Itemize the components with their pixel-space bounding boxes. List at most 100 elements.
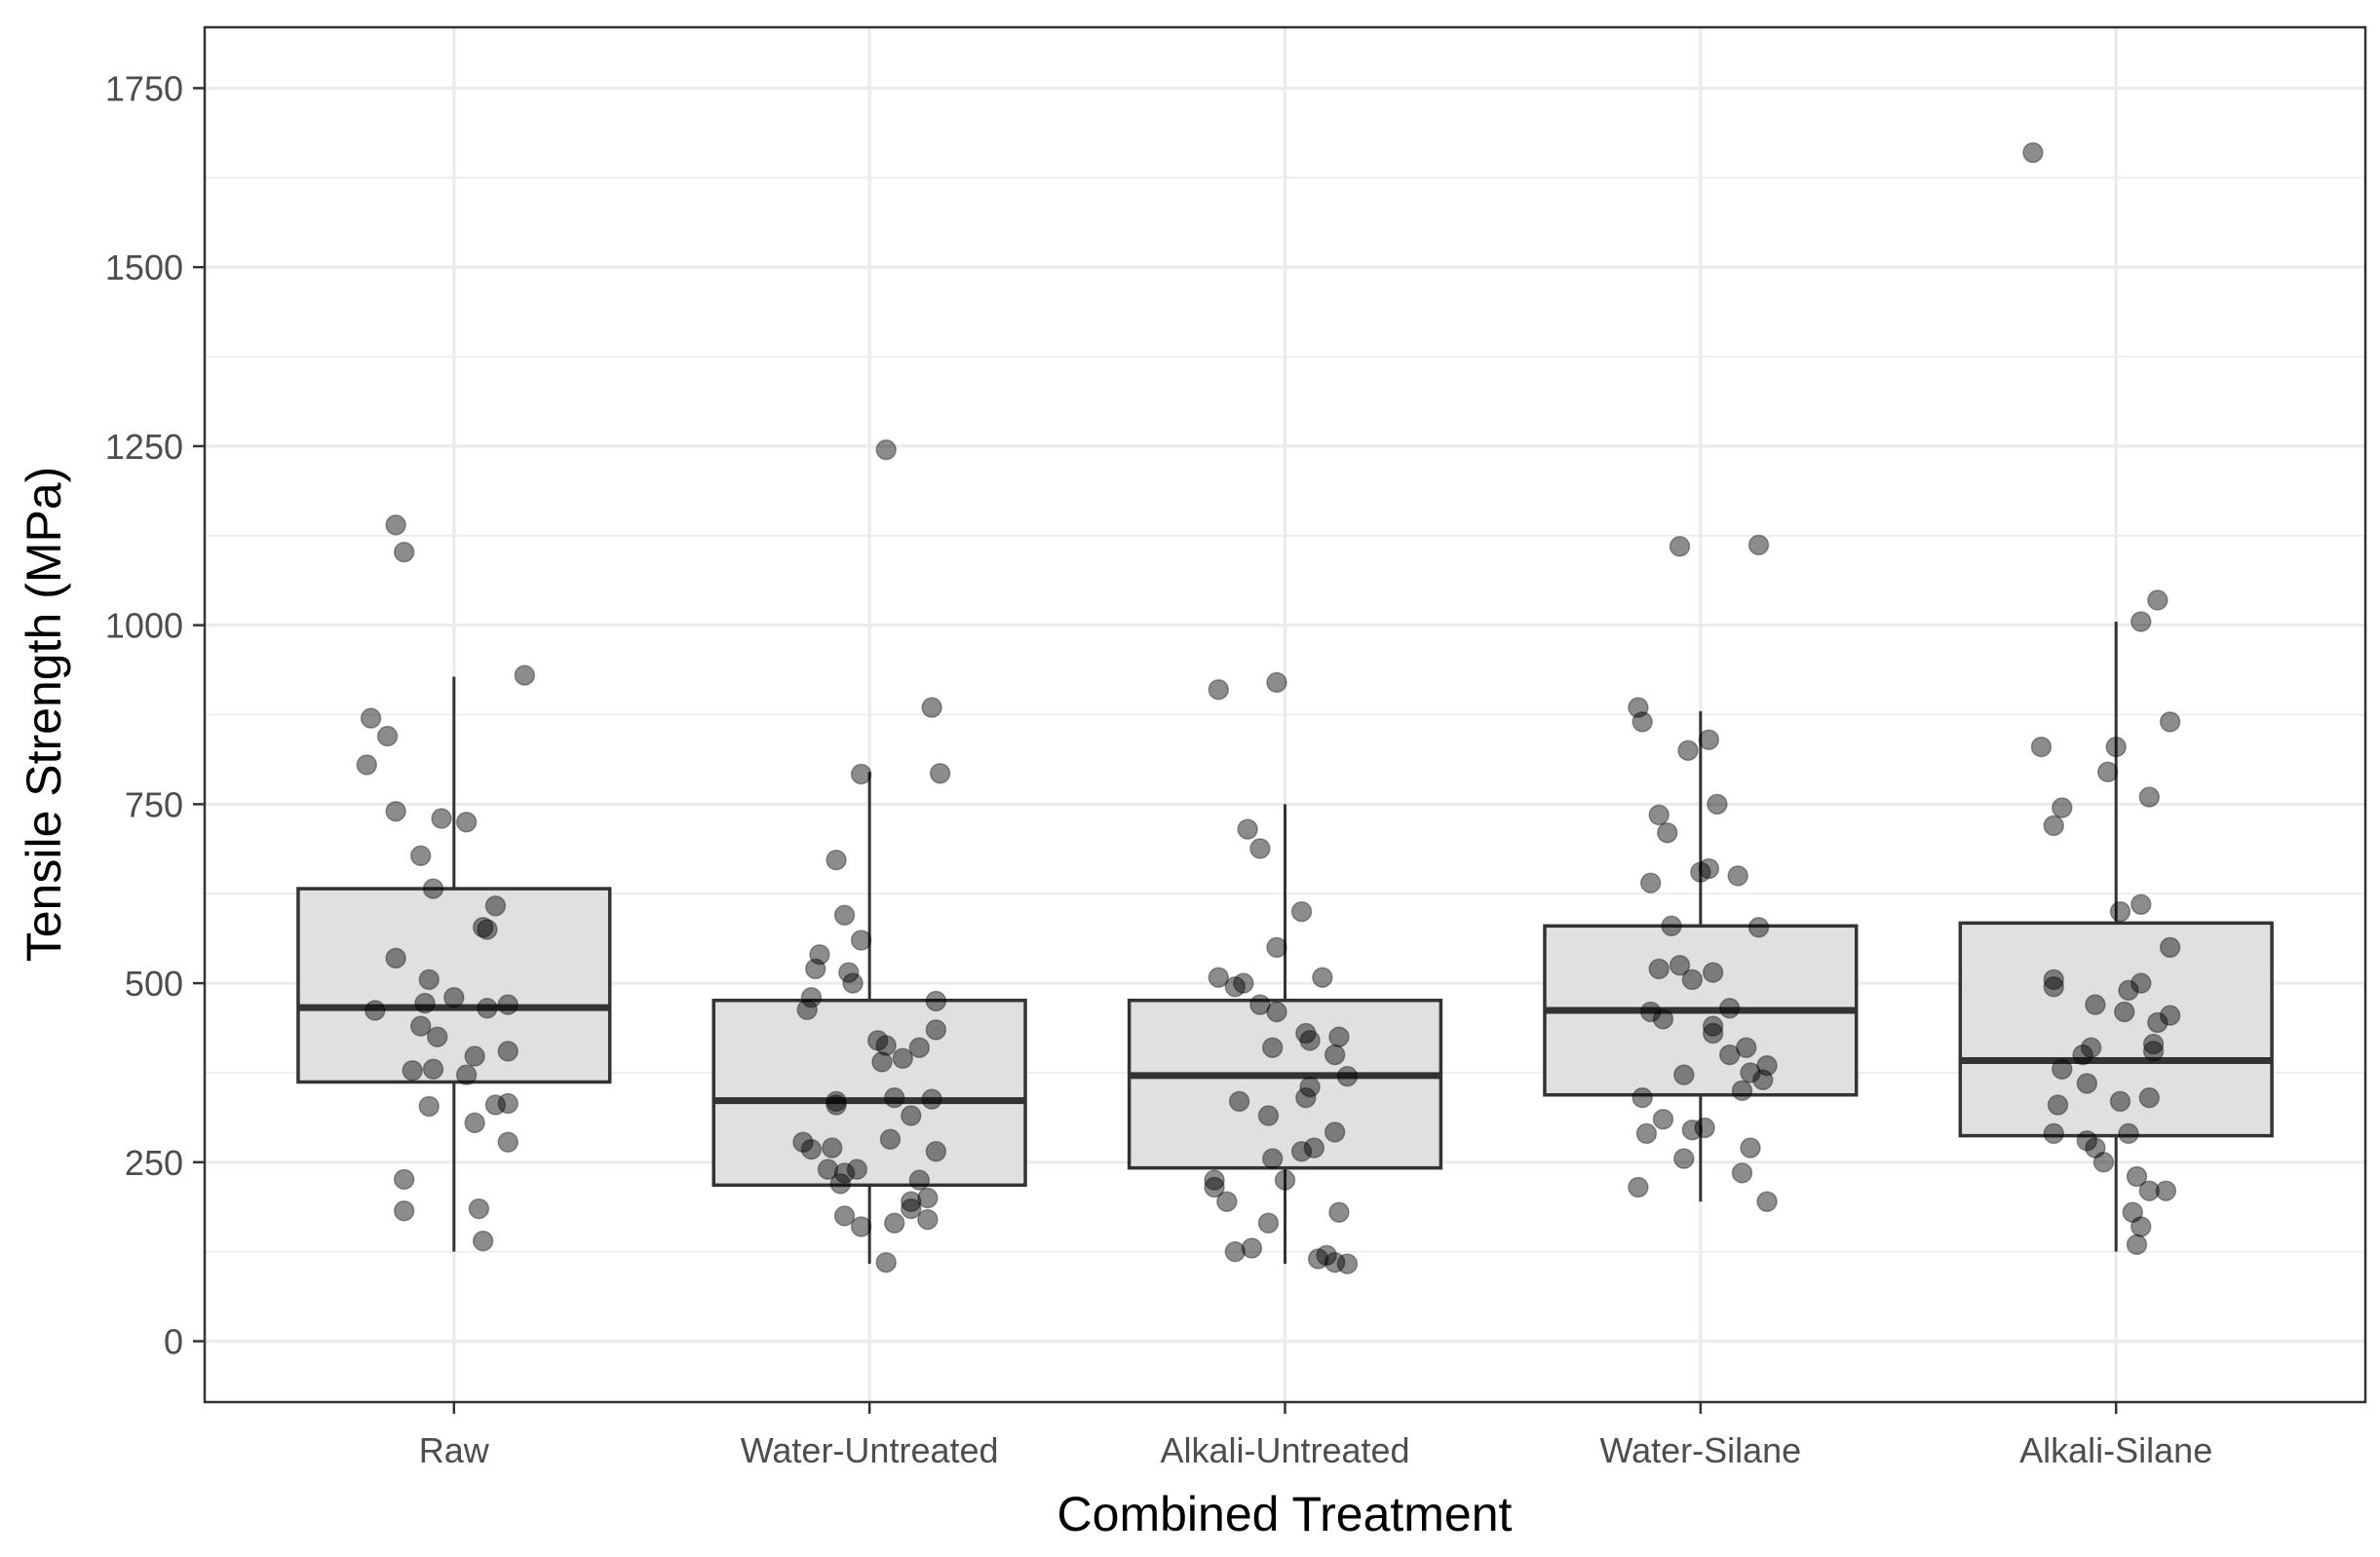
- data-point: [1740, 1137, 1761, 1158]
- data-point: [2043, 815, 2064, 837]
- data-point: [2126, 1234, 2148, 1256]
- data-point: [1669, 954, 1691, 976]
- boxes: [296, 621, 2274, 1265]
- data-point: [1266, 936, 1287, 959]
- data-point: [822, 1137, 843, 1158]
- data-point: [1673, 1148, 1695, 1169]
- box-raw: [296, 676, 612, 1252]
- data-point: [356, 754, 378, 776]
- data-point: [1336, 1253, 1359, 1274]
- data-point: [1224, 976, 1247, 998]
- data-point: [1707, 793, 1728, 816]
- data-point: [796, 999, 818, 1021]
- data-point: [1669, 536, 1691, 557]
- data-point: [1233, 972, 1254, 994]
- x-axis-title: Combined Treatment: [1057, 1487, 1513, 1541]
- data-point: [883, 1212, 905, 1234]
- data-point: [883, 1086, 905, 1109]
- data-point: [908, 1037, 931, 1058]
- data-point: [414, 992, 436, 1014]
- data-point: [1752, 1069, 1774, 1091]
- data-point: [2130, 611, 2152, 632]
- data-point: [2147, 589, 2169, 611]
- data-point: [800, 987, 823, 1008]
- data-point: [393, 1168, 415, 1191]
- data-point: [2126, 1165, 2148, 1188]
- data-point: [1257, 1212, 1280, 1234]
- data-point: [360, 707, 382, 729]
- data-point: [1261, 1037, 1284, 1058]
- data-point: [1241, 1237, 1263, 1259]
- data-point: [850, 763, 872, 785]
- data-point: [393, 541, 415, 563]
- data-point: [1652, 1108, 1674, 1130]
- data-point: [1740, 1062, 1761, 1083]
- data-point: [385, 800, 406, 822]
- data-point: [1628, 1176, 1649, 1198]
- data-point: [2076, 1073, 2098, 1094]
- data-point: [1299, 1076, 1321, 1098]
- data-point: [418, 1095, 440, 1118]
- data-point: [2138, 1180, 2161, 1201]
- data-point: [1702, 962, 1724, 983]
- box-water-silane: [1543, 710, 1859, 1202]
- data-point: [2130, 893, 2152, 915]
- data-point: [1731, 1080, 1753, 1102]
- x-tick-label: Water-Silane: [1599, 1430, 1801, 1470]
- data-point: [1747, 534, 1770, 556]
- data-point: [2118, 1122, 2139, 1145]
- data-point: [817, 1158, 839, 1180]
- data-point: [2118, 979, 2139, 1002]
- data-point: [1208, 967, 1230, 988]
- box-water-untreated: [711, 772, 1027, 1265]
- data-point: [409, 845, 432, 867]
- data-point: [1204, 1176, 1225, 1198]
- data-point: [2072, 1044, 2093, 1066]
- data-point: [871, 1051, 893, 1073]
- data-point: [866, 1030, 889, 1051]
- data-point: [2138, 1086, 2161, 1109]
- data-point: [1673, 1064, 1695, 1085]
- data-point: [925, 1141, 947, 1162]
- data-point: [2076, 1130, 2098, 1152]
- data-point: [1224, 1240, 1247, 1263]
- data-point: [1735, 1037, 1757, 1058]
- y-tick-label: 250: [125, 1143, 183, 1183]
- data-point: [1694, 1117, 1715, 1139]
- data-point: [1303, 1137, 1325, 1158]
- data-point: [825, 849, 847, 871]
- data-point: [1702, 1022, 1724, 1044]
- data-point: [2043, 976, 2064, 998]
- y-tick-label: 1750: [105, 68, 183, 108]
- data-point: [455, 1064, 478, 1085]
- data-point: [833, 904, 856, 927]
- data-point: [477, 919, 498, 940]
- data-point: [1324, 1044, 1346, 1066]
- data-point: [385, 514, 406, 536]
- data-point: [2022, 141, 2044, 164]
- data-point: [409, 1015, 432, 1037]
- data-point: [1661, 915, 1682, 937]
- data-point: [1747, 917, 1770, 938]
- data-point: [418, 968, 440, 991]
- data-point: [829, 1173, 852, 1195]
- data-point: [833, 1205, 856, 1227]
- data-point: [917, 1187, 939, 1209]
- data-point: [477, 998, 498, 1019]
- data-point: [833, 1162, 856, 1184]
- data-point: [792, 1131, 814, 1153]
- data-point: [1237, 818, 1258, 840]
- data-point: [472, 1230, 494, 1252]
- data-point: [1312, 967, 1333, 988]
- y-tick-label: 500: [125, 964, 183, 1004]
- data-point: [468, 1197, 490, 1220]
- data-point: [422, 878, 444, 899]
- data-point: [2092, 1152, 2115, 1173]
- data-point: [1639, 872, 1662, 893]
- data-point: [892, 1047, 914, 1069]
- data-point: [2030, 736, 2053, 758]
- data-point: [1690, 861, 1711, 883]
- data-point: [929, 763, 951, 784]
- data-point: [1756, 1191, 1778, 1212]
